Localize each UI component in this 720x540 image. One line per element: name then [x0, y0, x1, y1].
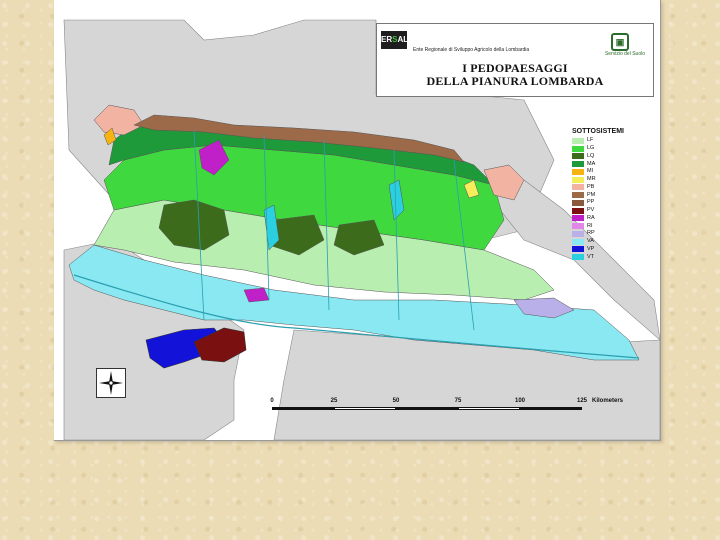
zone-pb-hills-east	[483, 164, 525, 201]
legend-label: PP	[587, 199, 595, 206]
legend-swatch	[572, 145, 584, 152]
legend-swatch	[572, 168, 584, 175]
legend-swatch	[572, 153, 584, 160]
legend-label: RP	[587, 230, 595, 237]
legend-swatch	[572, 223, 584, 230]
scale-segment	[396, 407, 458, 410]
scale-unit: Kilometers	[592, 398, 624, 404]
scale-segment	[458, 407, 520, 410]
legend-swatch	[572, 176, 584, 183]
scale-tick-label: 0	[270, 398, 274, 404]
zone-pv-oltrepo	[193, 327, 247, 363]
legend-item: MI	[572, 168, 624, 176]
legend-item: LG	[572, 145, 624, 153]
legend-label: VP	[587, 245, 595, 252]
legend-label: RI	[587, 222, 593, 229]
neighbour-region-east	[483, 179, 660, 341]
legend-item: RI	[572, 222, 624, 230]
map-title-box: ERSAL Ente Regionale di Sviluppo Agricol…	[376, 23, 654, 97]
soil-service-caption: Servizio del Suolo	[604, 51, 645, 57]
legend-swatch	[572, 161, 584, 168]
zone-mi-yellow-2	[463, 179, 480, 199]
legend-item: VT	[572, 253, 624, 261]
legend-label: RA	[587, 214, 595, 221]
ersal-logo: ERSAL	[381, 31, 408, 49]
zone-mi-yellow-1	[103, 127, 117, 146]
legend-item: MR	[572, 176, 624, 184]
legend-item: VA	[572, 238, 624, 246]
zone-va-river-plain	[68, 244, 640, 361]
legend-label: LG	[587, 145, 595, 152]
zone-pm-foothills	[133, 114, 465, 163]
legend-item: RA	[572, 215, 624, 223]
legend-items: LF LG LQ MA MI MR PB PM PP PV RA RI RP VA VP VT	[572, 137, 624, 261]
legend-item: MA	[572, 160, 624, 168]
legend-item: RP	[572, 230, 624, 238]
map-title-line2: DELLA PIANURA LOMBARDA	[426, 74, 604, 88]
north-arrow-icon	[96, 368, 126, 398]
zone-lq-terraces-3	[333, 219, 385, 256]
scale-tick-label: 25	[330, 398, 338, 404]
legend-swatch	[572, 246, 584, 253]
legend-label: VT	[587, 253, 595, 260]
legend-label: VA	[587, 238, 594, 245]
legend-swatch	[572, 215, 584, 222]
legend-item: LF	[572, 137, 624, 145]
legend-label: LQ	[587, 152, 595, 159]
legend-label: MA	[587, 160, 596, 167]
river-po	[73, 274, 640, 359]
legend-item: PP	[572, 199, 624, 207]
legend-title: SOTTOSISTEMI	[572, 128, 624, 135]
legend-item: PV	[572, 207, 624, 215]
legend-item: LQ	[572, 153, 624, 161]
scale-tick-label: 75	[454, 398, 462, 404]
legend-label: PM	[587, 191, 596, 198]
scale-segment	[520, 407, 582, 410]
legend-item: PB	[572, 184, 624, 192]
legend-label: MR	[587, 176, 596, 183]
soil-service-logo: ▣	[611, 33, 629, 51]
zone-rp-lowland	[513, 297, 575, 319]
legend-swatch	[572, 184, 584, 191]
map-title-line1: I PEDOPAESAGGI	[462, 61, 568, 75]
scale-bar: 0 25 50 75 100 125 Kilometers	[270, 398, 652, 422]
zone-lq-terraces-1	[158, 199, 230, 251]
scale-tick-label: 50	[392, 398, 400, 404]
river-tributaries	[193, 129, 475, 331]
scale-segment	[272, 407, 334, 410]
legend-label: MI	[587, 168, 594, 175]
legend-swatch	[572, 199, 584, 206]
scale-segment	[334, 407, 396, 410]
scale-tick-label: 100	[514, 398, 526, 404]
legend-label: PV	[587, 207, 595, 214]
zone-vt-valley-2	[388, 179, 405, 221]
legend-swatch	[572, 238, 584, 245]
map-frame: ERSAL Ente Regionale di Sviluppo Agricol…	[54, 0, 661, 441]
legend-swatch	[572, 254, 584, 261]
legend: SOTTOSISTEMI LF LG LQ MA MI MR PB PM PP PV RA RI RP V…	[572, 128, 624, 261]
agency-name: Ente Regionale di Sviluppo Agricolo dell…	[413, 47, 530, 53]
legend-item: PM	[572, 191, 624, 199]
zone-ra-terraces	[198, 139, 230, 176]
legend-label: LF	[587, 137, 594, 144]
legend-label: PB	[587, 183, 595, 190]
scale-tick-label: 125	[576, 398, 588, 404]
legend-swatch	[572, 192, 584, 199]
map-title: I PEDOPAESAGGI DELLA PIANURA LOMBARDA	[377, 62, 653, 88]
legend-item: VP	[572, 246, 624, 254]
legend-swatch	[572, 230, 584, 237]
legend-swatch	[572, 207, 584, 214]
legend-swatch	[572, 137, 584, 144]
